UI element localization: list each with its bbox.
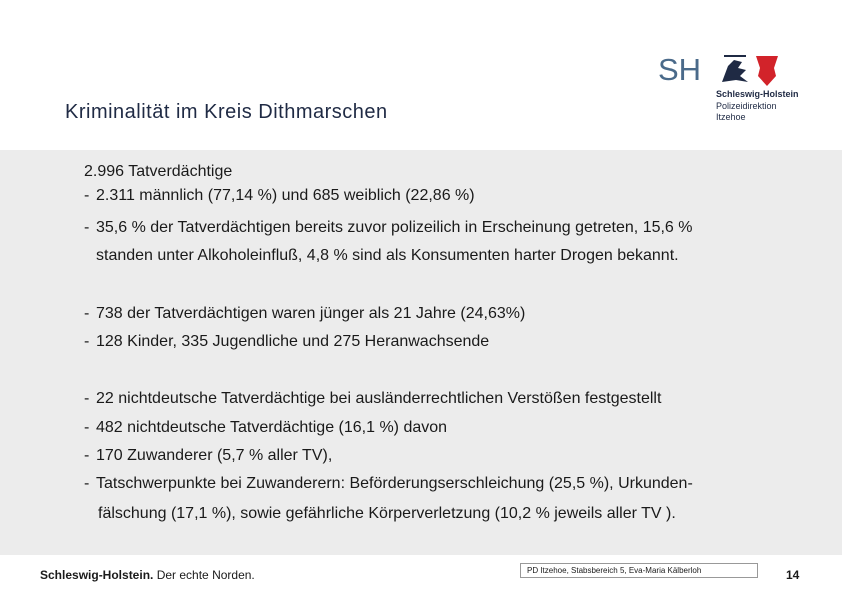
content-band xyxy=(0,150,842,555)
bullet-text: 482 nichtdeutsche Tatverdächtige (16,1 %… xyxy=(96,419,448,436)
logo-mark: SH xyxy=(658,52,702,87)
footer-slogan: Der echte Norden. xyxy=(156,568,255,582)
bullet-dash: - xyxy=(84,305,90,322)
bullet-text: 2.311 männlich (77,14 %) und 685 weiblic… xyxy=(96,187,475,204)
bullet-text: 128 Kinder, 335 Jugendliche und 275 Hera… xyxy=(96,333,490,350)
logo-emblem xyxy=(722,55,778,86)
logo-unit: Polizeidirektion xyxy=(716,101,777,111)
bullet-dash: - xyxy=(84,333,90,350)
footer-brand: Schleswig-Holstein. xyxy=(40,568,154,582)
bullet-text: Tatschwerpunkte bei Zuwanderern: Beförde… xyxy=(96,475,693,492)
logo-city: Itzehoe xyxy=(716,112,746,122)
bullet-text: 35,6 % der Tatverdächtigen bereits zuvor… xyxy=(96,219,693,236)
heading: 2.996 Tatverdächtige xyxy=(84,163,233,180)
bullet-dash: - xyxy=(84,447,90,464)
slide-title: Kriminalität im Kreis Dithmarschen xyxy=(65,101,388,123)
footer-author: PD Itzehoe, Stabsbereich 5, Eva-Maria Kä… xyxy=(520,563,758,578)
page-number: 14 xyxy=(786,568,800,582)
footer-brand-line: Schleswig-Holstein. Der echte Norden. xyxy=(40,568,255,582)
bullet-text: 738 der Tatverdächtigen waren jünger als… xyxy=(96,305,526,322)
bullet-text: fälschung (17,1 %), sowie gefährliche Kö… xyxy=(98,505,676,522)
bullet-dash: - xyxy=(84,219,90,236)
bullet-dash: - xyxy=(84,475,90,492)
bullet-dash: - xyxy=(84,390,90,407)
bullet-text: 170 Zuwanderer (5,7 % aller TV), xyxy=(96,447,333,464)
bullet-text: standen unter Alkoholeinfluß, 4,8 % sind… xyxy=(96,247,679,264)
logo-name: Schleswig-Holstein xyxy=(716,89,799,99)
bullet-dash: - xyxy=(84,187,90,204)
bullet-text: 22 nichtdeutsche Tatverdächtige bei ausl… xyxy=(96,390,662,407)
bullet-dash: - xyxy=(84,419,90,436)
